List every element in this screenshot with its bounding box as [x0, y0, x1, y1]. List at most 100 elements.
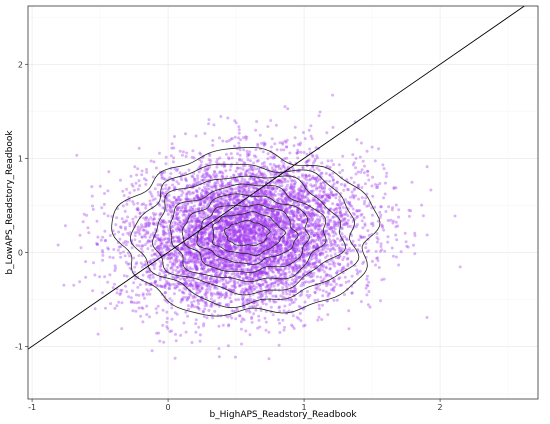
data-point [183, 244, 187, 248]
data-point [343, 217, 347, 221]
data-point [187, 250, 191, 254]
data-point [272, 299, 275, 303]
data-point [258, 219, 262, 222]
data-point [386, 235, 390, 239]
data-point [458, 265, 462, 269]
data-point [98, 184, 102, 188]
data-point [244, 235, 248, 239]
data-point [318, 288, 322, 292]
data-point [118, 251, 122, 255]
data-point [261, 234, 265, 238]
data-point [106, 214, 110, 218]
data-point [320, 187, 324, 191]
data-point [120, 327, 124, 331]
data-point [187, 307, 190, 311]
data-point [151, 248, 155, 252]
data-point [224, 291, 228, 295]
data-point [315, 233, 319, 237]
data-point [253, 249, 257, 253]
data-point [425, 233, 429, 237]
data-point [192, 171, 196, 175]
data-point [193, 240, 197, 244]
data-point [239, 271, 243, 275]
data-point [355, 272, 359, 276]
data-point [168, 205, 172, 209]
data-point [269, 225, 273, 229]
data-point [92, 261, 95, 265]
data-point [164, 291, 167, 295]
data-point [205, 190, 209, 194]
data-point [266, 125, 270, 129]
data-point [292, 219, 296, 223]
data-point [282, 309, 286, 313]
data-point [164, 237, 168, 241]
data-point [232, 210, 236, 214]
data-point [390, 246, 394, 250]
data-point [165, 316, 169, 320]
data-point [128, 224, 132, 228]
data-point [198, 339, 202, 343]
data-point [155, 283, 159, 287]
data-point [156, 183, 160, 187]
data-point [254, 148, 258, 152]
data-point [299, 266, 303, 270]
data-point [160, 191, 164, 194]
data-point [284, 222, 288, 226]
data-point [263, 270, 267, 274]
data-point [236, 166, 240, 170]
data-point [109, 302, 113, 306]
data-point [202, 322, 206, 326]
data-point [192, 255, 196, 259]
data-point [258, 133, 262, 137]
data-point [272, 163, 276, 167]
data-point [214, 235, 218, 239]
data-point [337, 246, 341, 250]
data-point [237, 199, 241, 203]
data-point [251, 181, 255, 185]
data-point [262, 269, 266, 273]
data-point [212, 292, 216, 296]
data-point [220, 261, 223, 265]
data-point [254, 128, 258, 132]
data-point [22, 354, 25, 357]
data-point [377, 266, 381, 269]
data-point [326, 313, 330, 317]
data-point [194, 286, 198, 290]
data-point [228, 296, 232, 300]
data-point [329, 283, 333, 287]
data-point [274, 228, 278, 232]
data-point [276, 164, 280, 168]
data-point [331, 178, 335, 182]
data-point [148, 276, 152, 280]
data-point [361, 226, 365, 230]
data-point [259, 243, 263, 247]
data-point [247, 248, 251, 252]
data-point [247, 186, 251, 190]
data-point [178, 237, 182, 241]
data-point [289, 242, 293, 246]
data-point [287, 254, 291, 258]
data-point [145, 168, 148, 171]
data-point [200, 188, 204, 192]
data-point [143, 263, 147, 267]
data-point [202, 258, 206, 262]
data-point [173, 252, 177, 256]
data-point [259, 199, 263, 202]
data-point [310, 153, 314, 157]
data-point [241, 206, 245, 210]
data-point [257, 250, 261, 254]
data-point [171, 205, 175, 209]
data-point [246, 158, 250, 162]
data-point [205, 277, 209, 281]
data-point [248, 333, 252, 337]
data-point [203, 185, 206, 189]
data-point [291, 278, 294, 282]
data-point [231, 230, 235, 233]
data-point [113, 282, 116, 286]
data-point [183, 258, 187, 262]
data-point [197, 302, 201, 306]
data-point [240, 179, 244, 183]
data-point [340, 227, 344, 231]
data-point [145, 304, 149, 308]
data-point [234, 298, 238, 302]
